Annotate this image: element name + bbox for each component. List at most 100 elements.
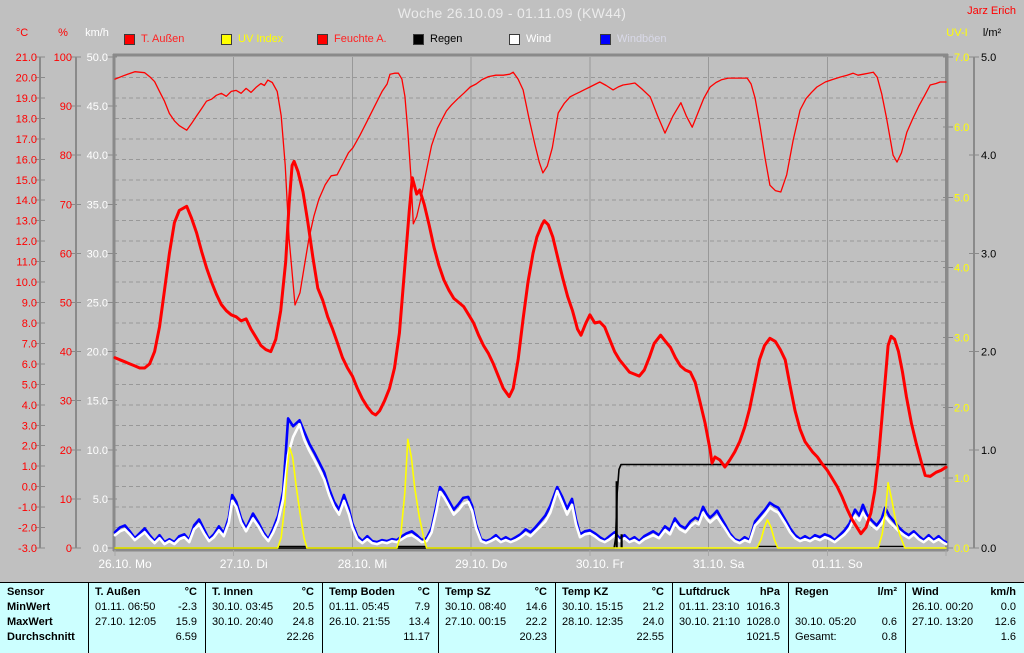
cell: 01.11. 23:10 <box>679 601 740 613</box>
svg-text:21.0: 21.0 <box>16 52 37 64</box>
legend-item-windb-en: Windböen <box>600 33 667 45</box>
sensor-column-t-au-en: T. Außen °C 01.11. 06:50 -2.3 27.10. 12:05 15… <box>95 585 197 653</box>
svg-text:70: 70 <box>60 199 72 211</box>
cell-value: 7.9 <box>414 601 430 613</box>
cell: Temp Boden <box>329 586 395 598</box>
day-label-6: 31.10. Sa <box>693 557 745 571</box>
svg-text:40.0: 40.0 <box>87 150 108 162</box>
svg-text:2.0: 2.0 <box>981 347 996 359</box>
cell: Luftdruck <box>679 586 730 598</box>
svg-text:2.0: 2.0 <box>954 403 969 415</box>
cell: 30.10. 15:15 <box>562 601 624 613</box>
chart-title: Woche 26.10.09 - 01.11.09 (KW44) <box>397 5 627 21</box>
svg-text:19.0: 19.0 <box>16 93 37 105</box>
sensor-summary-table: Sensor MinWert MaxWert Durchschnitt T. Außen… <box>0 582 1024 653</box>
svg-text:5.0: 5.0 <box>93 494 108 506</box>
sensor-column-t-innen: T. Innen °C 30.10. 03:45 20.5 30.10. 20:40 24… <box>212 585 314 653</box>
cell-value: 0.8 <box>881 631 897 643</box>
cell-value: °C <box>184 586 197 598</box>
series-windb-en <box>113 417 948 544</box>
table-separator <box>555 583 556 653</box>
rain-bar <box>620 534 623 548</box>
cell: 30.10. 03:45 <box>212 601 274 613</box>
cell-value: 21.2 <box>642 601 664 613</box>
table-separator <box>672 583 673 653</box>
day-label-4: 29.10. Do <box>455 557 507 571</box>
series-t-au-en <box>113 159 948 536</box>
x-axis-labels: 26.10. Mo 27.10. Di 28.10. Mi 29.10. Do 30.1… <box>98 550 947 571</box>
cell-value: 11.17 <box>403 631 430 643</box>
cell-value: °C <box>301 586 314 598</box>
svg-text:50: 50 <box>60 298 72 310</box>
svg-text:20.0: 20.0 <box>87 347 108 359</box>
sensor-column-temp-sz: Temp SZ °C 30.10. 08:40 14.6 27.10. 00:15 22.… <box>445 585 547 653</box>
day-label-5: 30.10. Fr <box>576 557 624 571</box>
plot-border <box>112 53 949 552</box>
svg-text:12.0: 12.0 <box>16 236 37 248</box>
cell-value: 1.6 <box>1000 631 1016 643</box>
svg-text:4.0: 4.0 <box>22 400 37 412</box>
axis-header-wind: km/h <box>85 27 109 39</box>
cell: 28.10. 12:35 <box>562 616 624 628</box>
legend-label-regen: Regen <box>430 33 463 45</box>
legend-swatch-feuchte-a <box>317 33 328 45</box>
svg-text:3.0: 3.0 <box>954 333 969 345</box>
svg-text:0.0: 0.0 <box>22 482 37 494</box>
cell: Regen <box>795 586 829 598</box>
svg-text:-1.0: -1.0 <box>18 502 37 514</box>
cell-value: 22.2 <box>525 616 547 628</box>
svg-text:17.0: 17.0 <box>16 134 37 146</box>
cell-value: l/m² <box>877 586 897 598</box>
svg-text:30: 30 <box>60 396 72 408</box>
cell: Wind <box>912 586 939 598</box>
svg-text:0.0: 0.0 <box>981 543 996 555</box>
legend-item-feuchte-a: Feuchte A. <box>317 33 387 45</box>
svg-text:5.0: 5.0 <box>22 379 37 391</box>
cell: T. Innen <box>212 586 253 598</box>
rain-bar <box>615 481 618 548</box>
cell-value: hPa <box>759 586 780 598</box>
svg-text:1.0: 1.0 <box>981 445 996 457</box>
svg-text:0.0: 0.0 <box>954 543 969 555</box>
day-label-2: 27.10. Di <box>220 557 268 571</box>
svg-text:30.0: 30.0 <box>87 248 108 260</box>
axis-header-uv: UV-I <box>946 27 968 39</box>
row-label-minwert: MinWert <box>7 601 51 613</box>
legend-label-windb-en: Windböen <box>617 33 667 45</box>
cell-value: 14.6 <box>525 601 547 613</box>
legend-label-wind: Wind <box>526 33 552 45</box>
series-wind <box>113 422 948 546</box>
svg-text:13.0: 13.0 <box>16 216 37 228</box>
svg-text:10: 10 <box>60 494 72 506</box>
cell: T. Außen <box>95 586 141 598</box>
cell: 26.10. 00:20 <box>912 601 974 613</box>
cell-value: °C <box>417 586 430 598</box>
legend-swatch-uv-index <box>221 33 232 45</box>
svg-text:45.0: 45.0 <box>87 101 108 113</box>
svg-text:7.0: 7.0 <box>954 52 969 64</box>
svg-text:9.0: 9.0 <box>22 298 37 310</box>
series-uv-index <box>114 438 947 549</box>
table-row-labels-column: Sensor MinWert MaxWert Durchschnitt <box>7 585 81 653</box>
svg-text:1.0: 1.0 <box>954 473 969 485</box>
day-label-3: 28.10. Mi <box>338 557 387 571</box>
table-separator <box>322 583 323 653</box>
gridlines <box>115 57 946 548</box>
cell-value: 0.6 <box>881 616 897 628</box>
svg-text:11.0: 11.0 <box>16 257 37 269</box>
svg-text:20.0: 20.0 <box>16 72 37 84</box>
svg-text:20: 20 <box>60 445 72 457</box>
svg-text:35.0: 35.0 <box>87 199 108 211</box>
svg-text:10.0: 10.0 <box>16 277 37 289</box>
svg-text:90: 90 <box>60 101 72 113</box>
svg-text:15.0: 15.0 <box>16 175 37 187</box>
legend-label-uv-index: UV Index <box>238 33 284 45</box>
legend-item-t-au-en: T. Außen <box>124 33 184 45</box>
svg-text:8.0: 8.0 <box>22 318 37 330</box>
table-separator <box>905 583 906 653</box>
cell-value: 20.5 <box>292 601 314 613</box>
cell: 30.10. 20:40 <box>212 616 274 628</box>
row-label-durchschnitt: Durchschnitt <box>7 631 75 643</box>
cell-value: 24.8 <box>292 616 314 628</box>
